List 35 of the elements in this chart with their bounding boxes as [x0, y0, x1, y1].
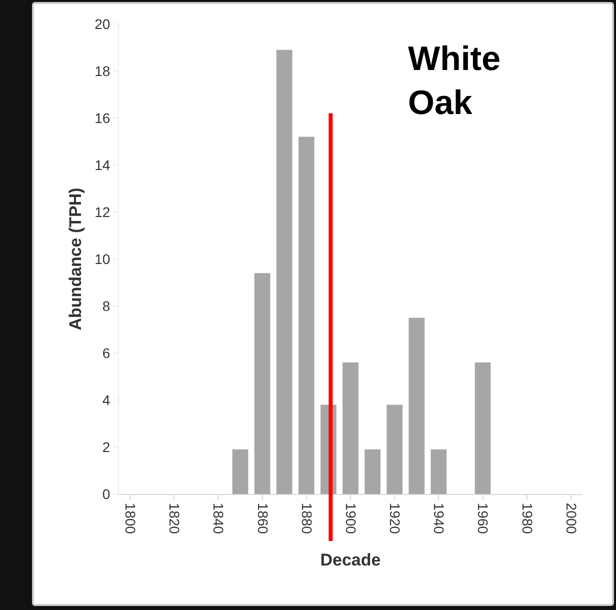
- y-tick-label: 2: [102, 438, 110, 455]
- y-tick-label: 6: [102, 344, 110, 361]
- y-tick-label: 10: [94, 250, 110, 267]
- y-tick-label: 16: [94, 110, 110, 126]
- bar: [298, 136, 314, 494]
- x-tick-label: 1980: [519, 502, 536, 534]
- bar: [254, 273, 270, 494]
- x-tick-label: 1960: [475, 502, 492, 534]
- y-axis-title: Abundance (TPH): [66, 188, 86, 330]
- x-tick-label: 1840: [210, 502, 227, 534]
- bar: [276, 50, 292, 494]
- y-tick-label: 20: [94, 16, 110, 32]
- x-tick-label: 1940: [431, 502, 448, 534]
- annotation: White Oak: [408, 40, 501, 122]
- y-tick-label: 4: [102, 392, 110, 408]
- y-tick-label: 18: [94, 62, 110, 79]
- bar: [232, 449, 248, 494]
- x-tick-label: 1820: [166, 502, 183, 534]
- bar: [474, 362, 491, 494]
- x-tick-label: 1860: [254, 502, 271, 534]
- y-tick-label: 8: [102, 298, 110, 314]
- y-tick-label: 12: [94, 204, 110, 220]
- x-tick-label: 1800: [122, 502, 138, 534]
- bar: [342, 362, 358, 494]
- bar: [430, 449, 447, 494]
- x-tick-label: 2000: [563, 502, 580, 534]
- x-tick-label: 1920: [387, 502, 404, 534]
- x-tick-label: 1900: [342, 502, 359, 534]
- x-axis-title: Decade: [320, 550, 381, 570]
- bar: [364, 449, 380, 494]
- y-tick-label: 14: [94, 156, 110, 173]
- bar: [408, 318, 425, 494]
- x-tick-label: 1880: [298, 502, 315, 534]
- y-tick-label: 0: [102, 486, 110, 502]
- bar: [386, 404, 403, 494]
